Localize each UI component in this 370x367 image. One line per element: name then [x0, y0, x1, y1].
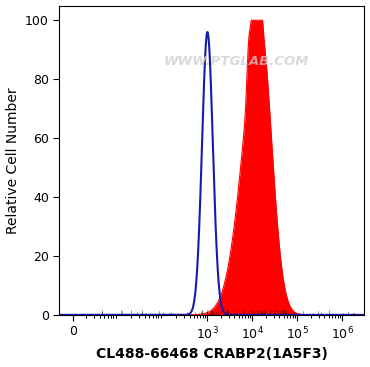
- Text: WWW.PTGLAB.COM: WWW.PTGLAB.COM: [164, 55, 309, 68]
- Y-axis label: Relative Cell Number: Relative Cell Number: [6, 87, 20, 233]
- X-axis label: CL488-66468 CRABP2(1A5F3): CL488-66468 CRABP2(1A5F3): [96, 348, 328, 361]
